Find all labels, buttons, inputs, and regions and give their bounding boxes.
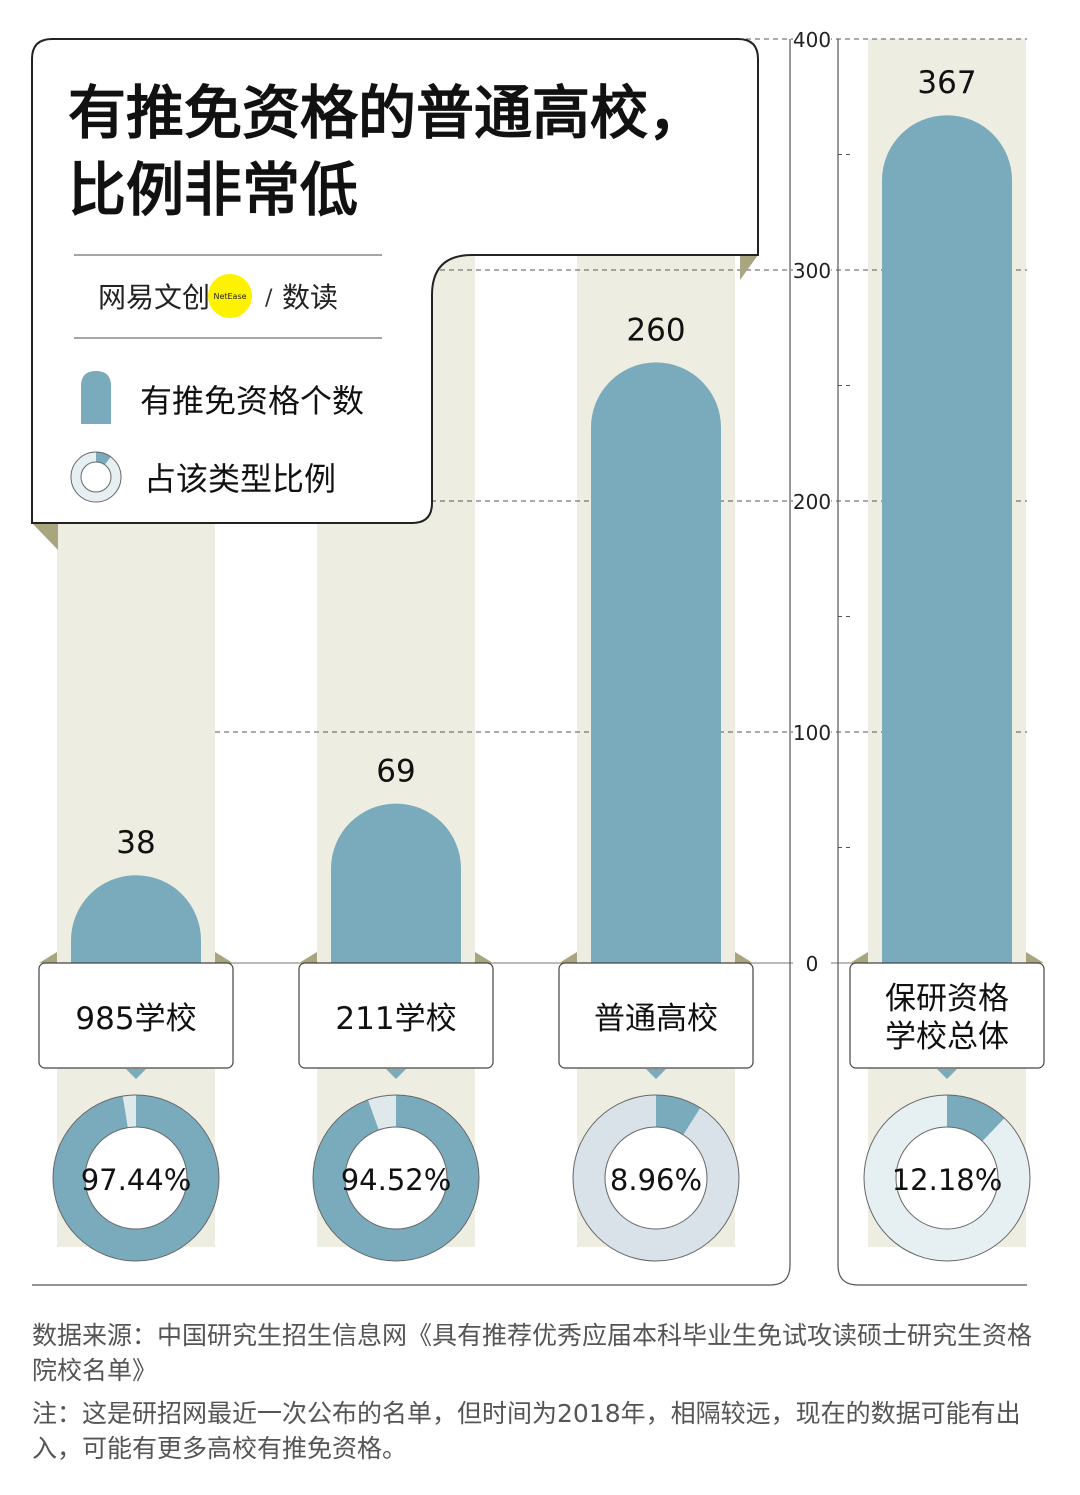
pointer-icon: [386, 1069, 406, 1079]
svg-text:NetEase: NetEase: [213, 292, 246, 301]
legend-ring-swatch: [70, 451, 122, 503]
chart-title-line1: 有推免资格的普通高校，: [68, 79, 706, 147]
y-tick-label: 0: [806, 952, 819, 976]
ring-fill: [52, 1095, 219, 1261]
chart: 38 69 260 367 0 100 200 300 400 985学校 211学校 普通高校 保…: [31, 27, 1045, 1286]
bar-value-label: 38: [116, 825, 155, 861]
right-panel-frame: [837, 39, 1027, 1286]
pointer-icon: [937, 1069, 957, 1079]
percent-label: 8.96%: [610, 1163, 702, 1197]
y-tick-label: 400: [793, 28, 831, 52]
category-label: 普通高校: [594, 1001, 718, 1037]
category-label: 985学校: [75, 1001, 196, 1037]
title-legend-panel: 有推免资格的普通高校， 比例非常低 网易文创 NetEase / 数读 有推免资…: [31, 38, 759, 550]
pointer-icon: [126, 1069, 146, 1079]
bar-value-label: 367: [917, 65, 976, 101]
percent-ring: 97.44%: [52, 1094, 220, 1262]
bar-value-label: 260: [626, 312, 685, 348]
svg-text:网易文创: 网易文创: [98, 281, 210, 314]
y-tick-label: 100: [793, 721, 831, 745]
ring-fill: [312, 1095, 479, 1261]
percent-ring: 12.18%: [863, 1094, 1031, 1262]
percent-ring: 8.96%: [572, 1094, 740, 1262]
legend-bar-swatch: [81, 371, 111, 424]
pointer-icon: [646, 1069, 666, 1079]
bar-value-label: 69: [376, 754, 415, 790]
category-box: [558, 962, 754, 1069]
percent-label: 12.18%: [892, 1163, 1003, 1197]
bar: [591, 362, 721, 963]
source-note: 数据来源：中国研究生招生信息网《具有推荐优秀应届本科毕业生免试攻读硕士研究生资格…: [32, 1321, 1033, 1385]
bar: [331, 803, 461, 963]
ring-fill: [947, 1095, 1005, 1142]
legend-bar-label: 有推免资格个数: [140, 382, 364, 420]
category-label: 保研资格: [885, 981, 1009, 1017]
axis-frame: [32, 39, 791, 1286]
percent-label: 97.44%: [81, 1163, 192, 1197]
brand-logo: 网易文创 NetEase / 数读: [98, 274, 338, 318]
category-box: [38, 962, 234, 1069]
legend-ring-label: 占该类型比例: [144, 460, 336, 498]
bar: [71, 875, 201, 963]
y-tick-label: 300: [793, 259, 831, 283]
category-box: [849, 962, 1045, 1069]
svg-text:/: /: [265, 286, 273, 311]
footnote: 注：这是研招网最近一次公布的名单，但时间为2018年，相隔较远，现在的数据可能有…: [32, 1399, 1021, 1463]
category-box: [298, 962, 494, 1069]
bar: [882, 115, 1012, 964]
percent-ring: 94.52%: [312, 1094, 480, 1262]
ring-fill: [96, 452, 111, 465]
chart-title-line2: 比例非常低: [68, 156, 358, 224]
percent-label: 94.52%: [341, 1163, 452, 1197]
ring-fill: [656, 1095, 701, 1135]
category-label: 学校总体: [885, 1019, 1009, 1055]
svg-text:数读: 数读: [282, 281, 338, 314]
category-label: 211学校: [335, 1001, 456, 1037]
y-tick-label: 200: [793, 490, 831, 514]
